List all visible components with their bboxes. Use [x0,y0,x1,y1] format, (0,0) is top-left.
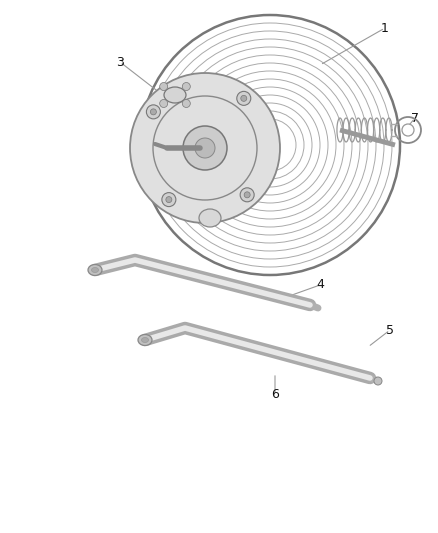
Circle shape [241,95,247,101]
Circle shape [130,73,280,223]
Circle shape [160,83,168,91]
Ellipse shape [92,268,99,272]
Circle shape [240,188,254,202]
Ellipse shape [88,264,102,276]
Circle shape [374,377,382,385]
Circle shape [182,83,191,91]
Ellipse shape [138,335,152,345]
Circle shape [182,100,191,108]
Circle shape [244,192,250,198]
Ellipse shape [141,337,148,343]
Ellipse shape [164,87,186,103]
Circle shape [402,124,414,136]
Text: 2: 2 [148,172,156,184]
Text: 4: 4 [316,279,324,292]
Circle shape [183,126,227,170]
Text: 1: 1 [381,21,389,35]
Circle shape [166,197,172,203]
Circle shape [195,138,215,158]
Text: 7: 7 [411,111,419,125]
Circle shape [146,105,160,119]
Text: 6: 6 [271,389,279,401]
Circle shape [237,91,251,106]
Circle shape [150,109,156,115]
Text: 5: 5 [386,324,394,336]
Ellipse shape [199,209,221,227]
Circle shape [162,192,176,207]
Circle shape [160,100,168,108]
Text: 3: 3 [116,55,124,69]
